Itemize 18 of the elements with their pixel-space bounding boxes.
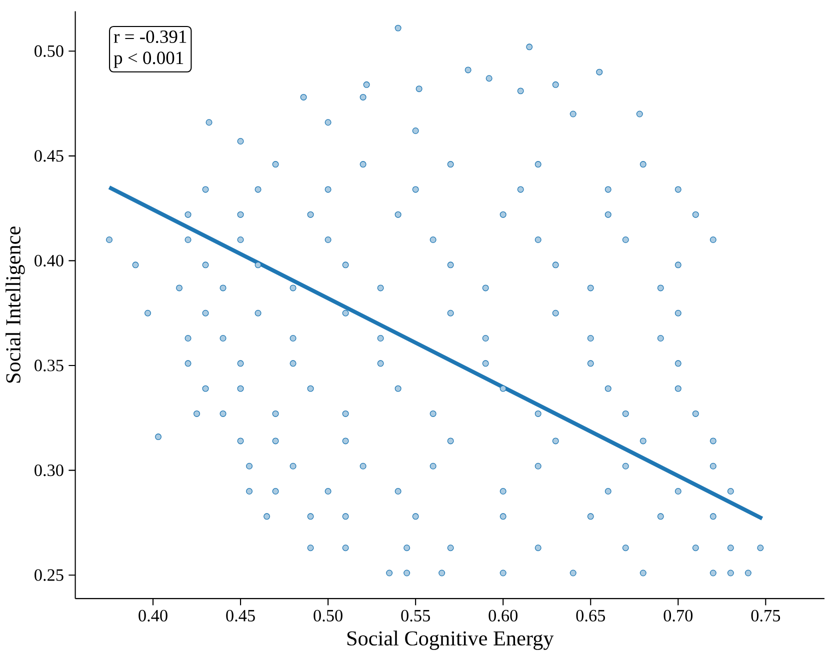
x-tick-label: 0.75: [751, 610, 780, 622]
x-tick-label: 0.50: [314, 610, 342, 622]
y-tick-label: 0.45: [34, 150, 64, 162]
x-axis-title: Social Cognitive Energy: [347, 630, 554, 650]
x-tick-label: 0.65: [576, 610, 605, 622]
y-axis-title: Social Intelligence: [6, 226, 25, 383]
annotation: r = -0.391: [114, 30, 186, 44]
y-tick-label: 0.30: [34, 464, 64, 476]
y-tick-label: 0.35: [34, 360, 64, 372]
y-tick-label: 0.50: [34, 45, 64, 57]
annotation: p < 0.001: [114, 52, 184, 68]
y-tick-label: 0.40: [34, 254, 64, 267]
x-tick-label: 0.40: [138, 610, 168, 622]
y-tick-label: 0.25: [34, 569, 64, 581]
x-tick-label: 0.55: [401, 610, 430, 622]
x-tick-label: 0.45: [226, 610, 255, 622]
x-tick-label: 0.60: [488, 610, 518, 622]
x-tick-label: 0.70: [664, 610, 693, 622]
